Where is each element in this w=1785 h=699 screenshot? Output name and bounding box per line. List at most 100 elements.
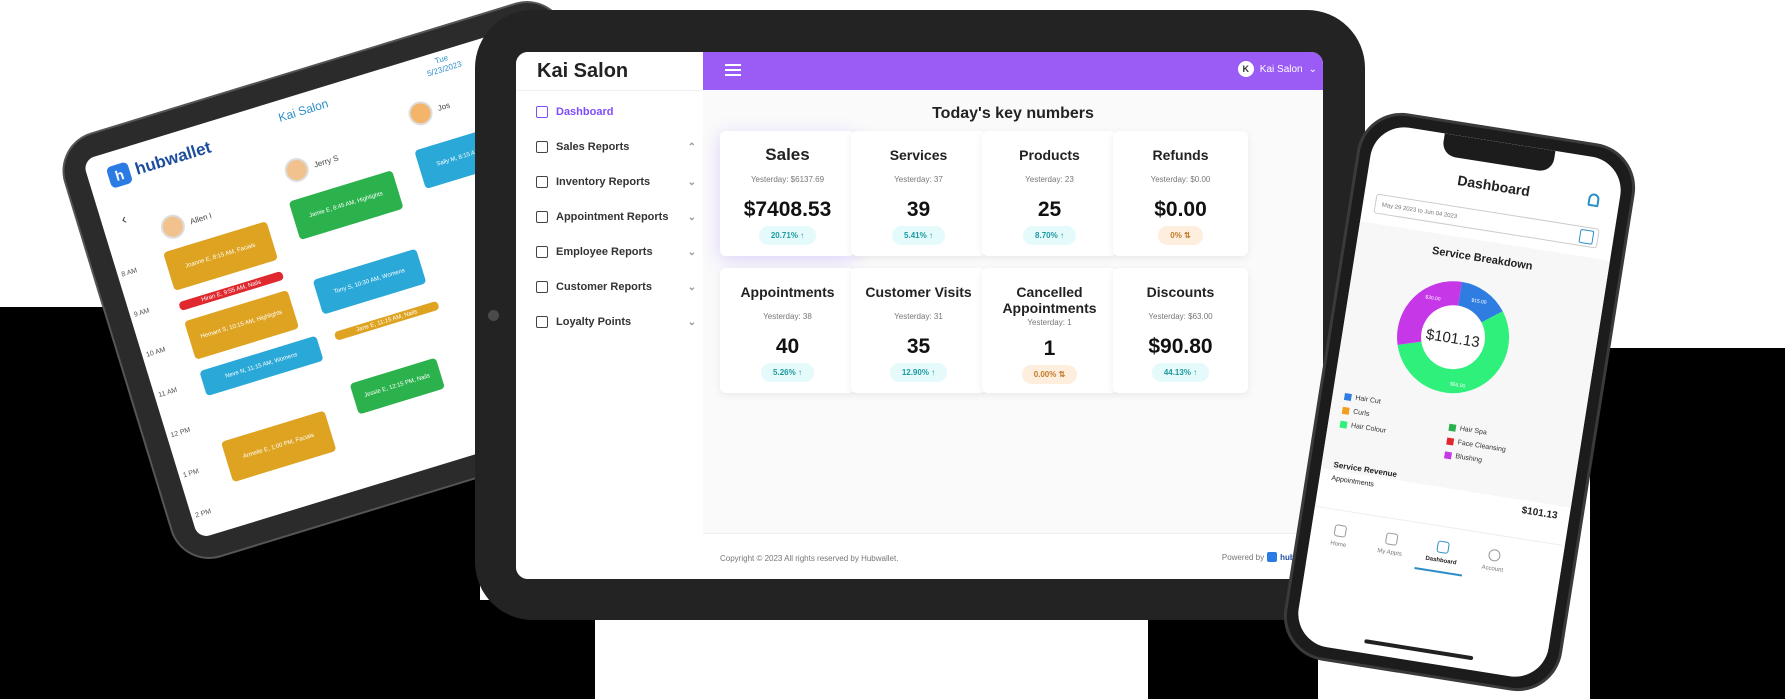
chevron-down-icon: ⌄ — [687, 246, 696, 258]
stat-card-customer-visits[interactable]: Customer Visits Yesterday: 31 35 12.90% … — [851, 268, 986, 393]
service-breakdown-card: Service Breakdown $101.13 $30.00 $15.00 … — [1320, 221, 1610, 508]
donut-slice-label: $30.00 — [1425, 294, 1441, 302]
service-donut-chart: $101.13 $30.00 $15.00 $56.00 — [1397, 281, 1510, 394]
sidebar-item-employee-reports[interactable]: Employee Reports ⌄ — [536, 246, 696, 258]
footer: Copyright © 2023 All rights reserved by … — [703, 533, 1323, 579]
main-content: Today's key numbers Sales Yesterday: $61… — [703, 90, 1323, 579]
top-bar: K Kai Salon ⌄ — [703, 52, 1323, 90]
chevron-left-icon[interactable]: ‹ — [119, 210, 129, 228]
stat-card-products[interactable]: Products Yesterday: 23 25 8.70% ↑ — [982, 131, 1117, 256]
staff-column-header[interactable]: Allen I — [157, 203, 215, 242]
time-label: 2 PM — [194, 508, 213, 520]
nav-dashboard[interactable]: Dashboard — [1416, 537, 1469, 568]
time-label: 11 AM — [157, 386, 179, 400]
legend-item: Hair Colour — [1339, 420, 1386, 435]
legend-swatch — [1339, 420, 1348, 429]
box-icon — [536, 176, 548, 188]
trend-badge: 8.70% ↑ — [1023, 226, 1076, 245]
nav-my-appts[interactable]: My Appts — [1364, 529, 1417, 560]
legend-item: Hair Spa — [1448, 423, 1487, 437]
donut-slice-label: $56.00 — [1450, 381, 1466, 389]
legend-item: Hair Cut — [1343, 392, 1381, 406]
appointment-block[interactable]: Tony S, 10:30 AM, Womens — [312, 248, 427, 315]
stat-card-services[interactable]: Services Yesterday: 37 39 5.41% ↑ — [851, 131, 986, 256]
sidebar-item-inventory-reports[interactable]: Inventory Reports ⌄ — [536, 176, 696, 188]
legend-swatch — [1446, 437, 1455, 446]
time-label: 10 AM — [145, 346, 167, 359]
avatar — [281, 155, 312, 186]
stat-card-sales[interactable]: Sales Yesterday: $6137.69 $7408.53 20.71… — [720, 131, 855, 256]
brand-title: Kai Salon — [516, 52, 703, 91]
hubwallet-logo-icon: h — [105, 161, 134, 189]
sidebar-item-sales-reports[interactable]: Sales Reports ⌃ — [536, 141, 696, 153]
calendar-date[interactable]: Tue 5/23/2023 — [426, 53, 463, 79]
grid-icon — [536, 106, 548, 118]
staff-column-header[interactable]: Jerry S — [281, 146, 342, 186]
phone: Dashboard May 29 2023 to Jun 04 2023 Ser… — [1280, 109, 1639, 695]
user-menu[interactable]: K Kai Salon ⌄ — [1237, 61, 1317, 77]
phone-screen: Dashboard May 29 2023 to Jun 04 2023 Ser… — [1293, 122, 1626, 682]
avatar — [157, 211, 188, 242]
dashboard-screen: Kai Salon Dashboard Sales Reports ⌃ Inve… — [516, 52, 1323, 579]
donut-hole — [1421, 305, 1486, 370]
chevron-up-icon: ⌃ — [687, 141, 696, 153]
staff-column-header[interactable]: Jos — [405, 93, 454, 129]
chevron-down-icon: ⌄ — [687, 211, 696, 223]
nav-account[interactable]: Account — [1467, 546, 1520, 577]
time-label: 9 AM — [133, 307, 151, 319]
dashboard-icon — [1436, 540, 1450, 555]
nav-home[interactable]: Home — [1313, 521, 1366, 552]
legend-item: Curls — [1341, 406, 1370, 418]
calendar-salon-title: Kai Salon — [276, 96, 330, 125]
bottom-nav: Home My Appts Dashboard Account — [1305, 505, 1565, 606]
calendar-icon[interactable] — [1578, 228, 1595, 245]
active-tab-indicator — [1414, 567, 1463, 577]
bell-icon[interactable] — [1587, 192, 1601, 208]
chevron-down-icon: ⌄ — [687, 176, 696, 188]
legend-swatch — [1341, 406, 1350, 415]
trend-badge: 20.71% ↑ — [758, 226, 817, 245]
trend-badge: 5.41% ↑ — [892, 226, 945, 245]
legend-swatch — [1343, 392, 1352, 401]
hamburger-menu-icon[interactable] — [725, 64, 741, 76]
trend-badge: 5.26% ↑ — [761, 363, 814, 382]
home-icon — [1333, 524, 1348, 538]
trend-badge: 44.13% ↑ — [1151, 363, 1210, 382]
copyright-text: Copyright © 2023 All rights reserved by … — [720, 554, 899, 563]
page-title: Today's key numbers — [932, 105, 1094, 122]
sidebar-item-dashboard[interactable]: Dashboard — [536, 106, 696, 118]
appointment-block[interactable]: Jamie E, 8:45 AM, Highlights — [288, 170, 404, 241]
chevron-down-icon: ⌄ — [687, 281, 696, 293]
trend-badge: 12.90% ↑ — [889, 363, 948, 382]
appointment-block[interactable]: Jane E, 11:15 AM, Nails — [333, 300, 440, 341]
appointment-block[interactable]: Jessie E, 12:15 PM, Nails — [349, 357, 446, 415]
trend-badge: 0% ⇅ — [1158, 226, 1203, 245]
stat-card-refunds[interactable]: Refunds Yesterday: $0.00 $0.00 0% ⇅ — [1113, 131, 1248, 256]
chevron-down-icon: ⌄ — [687, 316, 696, 328]
hubwallet-logo-icon — [1267, 552, 1278, 562]
trend-badge: 0.00% ⇅ — [1021, 365, 1078, 384]
avatar — [405, 98, 436, 129]
sidebar-item-loyalty-points[interactable]: Loyalty Points ⌄ — [536, 316, 696, 328]
legend-item: Blushing — [1444, 451, 1482, 464]
loyalty-icon — [536, 316, 548, 328]
center-tablet: Kai Salon Dashboard Sales Reports ⌃ Inve… — [475, 10, 1365, 620]
appointment-block[interactable]: Armelle E, 1:00 PM, Facials — [220, 410, 337, 483]
sidebar-item-appointment-reports[interactable]: Appointment Reports ⌄ — [536, 211, 696, 223]
time-label: 1 PM — [182, 467, 200, 480]
legend-swatch — [1448, 423, 1457, 432]
avatar: K — [1237, 61, 1254, 77]
legend-item: Face Cleansing — [1446, 437, 1506, 454]
sidebar: Kai Salon Dashboard Sales Reports ⌃ Inve… — [516, 52, 704, 579]
account-icon — [1487, 548, 1502, 563]
user-name: Kai Salon — [1259, 63, 1303, 75]
bar-chart-icon — [536, 141, 548, 153]
stat-card-cancelled-appointments[interactable]: Cancelled Appointments Yesterday: 1 1 0.… — [982, 268, 1117, 393]
stat-card-discounts[interactable]: Discounts Yesterday: $63.00 $90.80 44.13… — [1113, 268, 1248, 393]
stat-card-appointments[interactable]: Appointments Yesterday: 38 40 5.26% ↑ — [720, 268, 855, 393]
chevron-down-icon: ⌄ — [1308, 63, 1317, 75]
background-shape-right — [1590, 348, 1785, 699]
sidebar-item-customer-reports[interactable]: Customer Reports ⌄ — [536, 281, 696, 293]
calendar-icon — [1384, 532, 1399, 546]
employee-icon — [536, 246, 548, 258]
